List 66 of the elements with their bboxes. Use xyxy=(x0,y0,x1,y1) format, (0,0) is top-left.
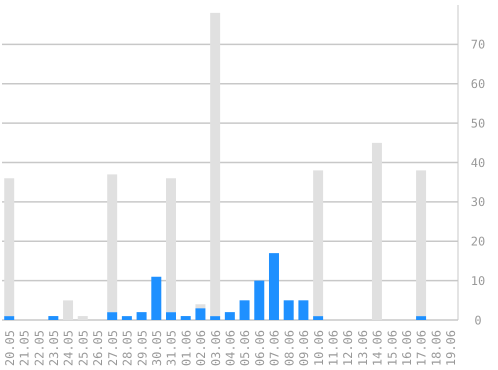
bar xyxy=(136,312,147,320)
x-tick-label: 19.06 xyxy=(444,330,458,366)
x-tick-label: 05.06 xyxy=(238,330,252,366)
y-tick-label: 40 xyxy=(470,156,486,170)
x-tick-label: 28.05 xyxy=(120,330,135,366)
x-tick-label: 02.06 xyxy=(194,330,208,366)
bar xyxy=(4,178,14,316)
bar xyxy=(107,312,118,320)
x-tick-label: 04.06 xyxy=(224,330,238,366)
bar xyxy=(313,316,324,320)
y-tick-label: 50 xyxy=(470,116,486,130)
x-tick-label: 06.06 xyxy=(252,330,267,366)
x-tick-label: 25.05 xyxy=(76,330,90,366)
bar xyxy=(107,174,118,312)
x-tick-label: 23.05 xyxy=(47,330,62,366)
bar xyxy=(78,316,88,320)
bar xyxy=(63,300,74,320)
x-tick-label: 13.06 xyxy=(356,330,370,366)
x-tick-label: 03.06 xyxy=(208,330,223,366)
bar xyxy=(298,300,308,320)
y-tick-label: 20 xyxy=(470,234,486,249)
bar xyxy=(210,12,220,316)
bar xyxy=(122,316,132,320)
x-tick-label: 14.06 xyxy=(370,330,385,366)
y-tick-label: 30 xyxy=(470,195,486,210)
bar xyxy=(416,316,426,320)
x-tick-label: 31.05 xyxy=(164,330,179,366)
x-tick-label: 17.06 xyxy=(414,330,429,366)
y-tick-label: 0 xyxy=(474,313,482,328)
x-tick-label: 11.06 xyxy=(326,330,340,366)
x-tick-label: 24.05 xyxy=(62,330,76,366)
x-tick-label: 30.05 xyxy=(150,330,164,366)
x-tick-label: 12.06 xyxy=(341,330,356,366)
bar xyxy=(313,170,324,316)
bar xyxy=(166,312,176,320)
x-tick-label: 21.05 xyxy=(18,330,32,366)
x-tick-label: 01.06 xyxy=(179,330,194,366)
y-tick-label: 70 xyxy=(470,38,486,52)
x-tick-label: 10.06 xyxy=(312,330,326,366)
x-tick-label: 20.05 xyxy=(2,330,17,366)
bar xyxy=(166,178,176,312)
x-tick-label: 29.05 xyxy=(135,330,150,366)
bar xyxy=(210,316,220,320)
x-tick-label: 07.06 xyxy=(268,330,282,366)
x-tick-label: 09.06 xyxy=(297,330,312,366)
bar xyxy=(416,170,426,316)
x-tick-label: 08.06 xyxy=(282,330,296,366)
bar xyxy=(48,316,58,320)
bar xyxy=(180,316,191,320)
x-tick-label: 22.05 xyxy=(32,330,46,366)
bar xyxy=(195,308,206,320)
x-tick-label: 15.06 xyxy=(385,330,400,366)
bar xyxy=(372,142,382,320)
y-tick-label: 60 xyxy=(470,77,486,92)
bar xyxy=(4,316,14,320)
bar xyxy=(254,280,264,320)
x-tick-label: 16.06 xyxy=(400,330,414,366)
bar xyxy=(284,300,294,320)
bar xyxy=(151,276,162,320)
y-tick-label: 10 xyxy=(470,274,486,288)
x-tick-label: 18.06 xyxy=(429,330,444,366)
bar xyxy=(240,300,250,320)
bar xyxy=(224,312,235,320)
bar xyxy=(268,253,279,320)
x-tick-label: 26.05 xyxy=(91,330,106,366)
x-tick-label: 27.05 xyxy=(106,330,120,366)
